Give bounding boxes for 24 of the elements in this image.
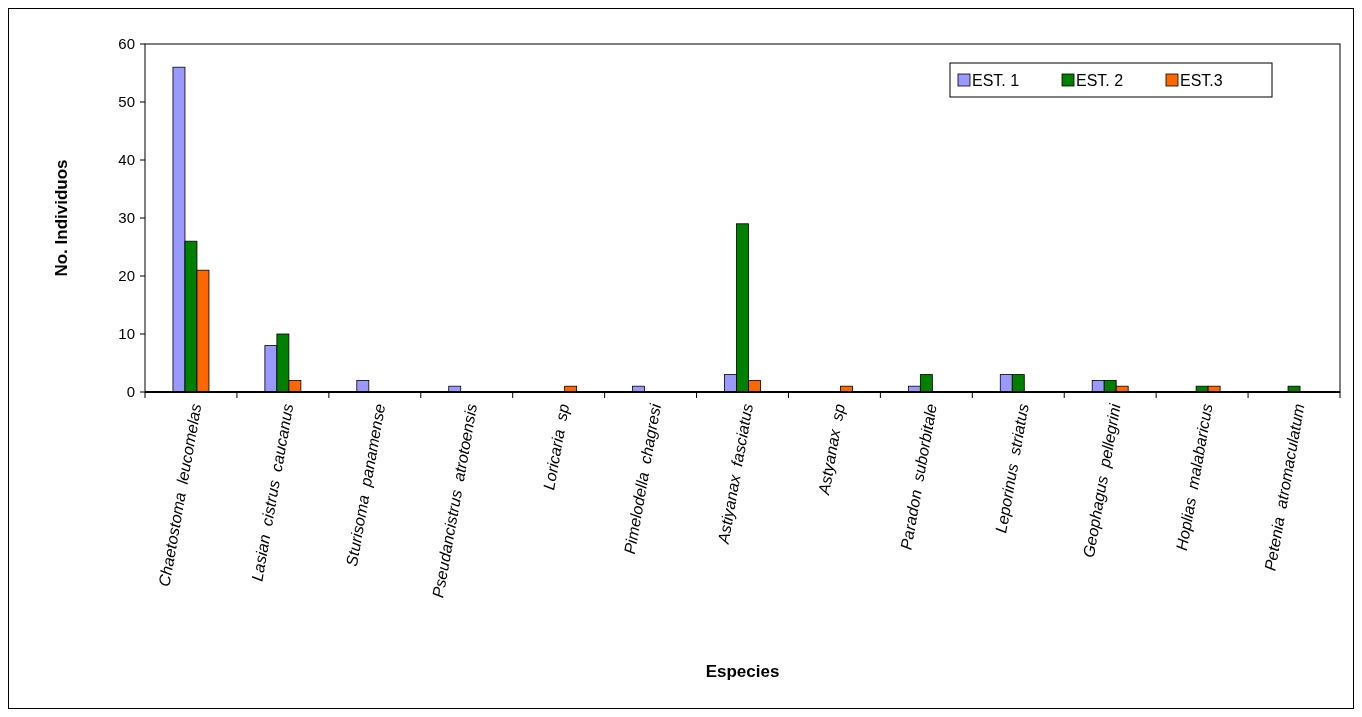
x-axis-title: Especies bbox=[705, 662, 780, 681]
x-tick-label: Petenia atromaculatum bbox=[1261, 402, 1308, 572]
y-tick-label: 40 bbox=[118, 151, 135, 169]
x-tick-label: Astyanax sp bbox=[815, 402, 848, 497]
x-tick-label: Geophagus pellegrini bbox=[1079, 402, 1124, 559]
y-tick-label: 20 bbox=[118, 267, 135, 285]
y-tick-label: 0 bbox=[126, 383, 135, 401]
y-tick-label: 50 bbox=[118, 93, 135, 111]
x-tick-label: Astiyanax fasciatus bbox=[714, 402, 756, 546]
y-tick-label: 60 bbox=[118, 35, 135, 53]
x-tick-label: Sturisoma panamense bbox=[342, 402, 389, 568]
x-tick-label: Loricaria sp bbox=[540, 402, 573, 492]
y-axis-title: No. Individuos bbox=[52, 159, 71, 277]
x-tick-label: Leporinus striatus bbox=[992, 402, 1032, 535]
x-tick-label: Lasian cistrus caucanus bbox=[248, 402, 297, 583]
y-tick-label: 10 bbox=[118, 325, 135, 343]
y-tick-label: 30 bbox=[118, 209, 135, 227]
legend-label: EST. 2 bbox=[1076, 71, 1124, 89]
x-tick-label: Hoplias malabaricus bbox=[1173, 402, 1216, 552]
x-tick-label: Pimelodella chagresi bbox=[620, 402, 665, 556]
legend-label: EST.3 bbox=[1180, 71, 1223, 89]
x-tick-label: Chaetostoma leucomelas bbox=[155, 402, 205, 588]
legend-label: EST. 1 bbox=[972, 71, 1020, 89]
x-tick-label: Paradon suborbitale bbox=[897, 402, 940, 551]
